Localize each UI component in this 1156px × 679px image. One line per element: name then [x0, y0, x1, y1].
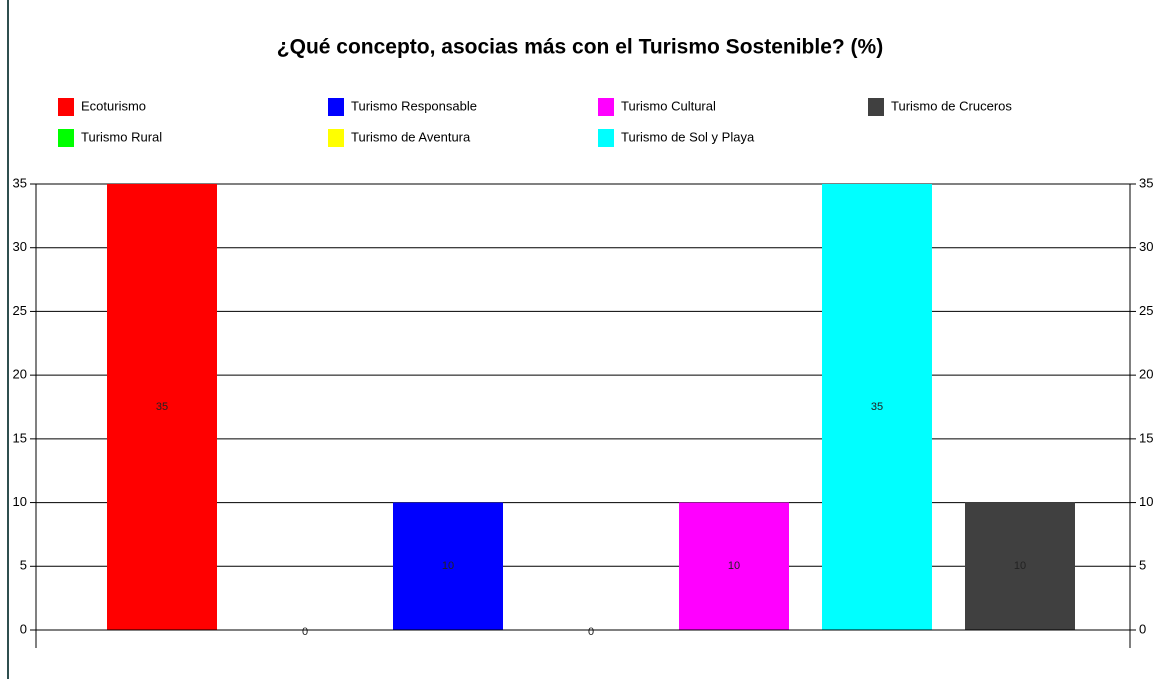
y2-tick-label: 25: [1139, 303, 1153, 318]
legend-swatch: [328, 98, 344, 116]
legend-label: Turismo Responsable: [351, 98, 477, 113]
legend-swatch: [58, 98, 74, 116]
value-label: 10: [728, 560, 740, 572]
chart-title: ¿Qué concepto, asocias más con el Turism…: [277, 36, 883, 59]
y2-tick-label: 5: [1139, 558, 1146, 573]
y2-tick-label: 0: [1139, 621, 1146, 636]
legend-swatch: [328, 129, 344, 147]
legend-swatch: [598, 129, 614, 147]
legend-label: Turismo de Aventura: [351, 129, 471, 144]
value-label: 0: [588, 626, 594, 638]
y-tick-label: 10: [13, 494, 27, 509]
bar: [679, 502, 789, 630]
value-label: 10: [1014, 560, 1026, 572]
y-tick-label: 15: [13, 430, 27, 445]
y2-tick-label: 30: [1139, 239, 1153, 254]
value-label: 35: [871, 401, 883, 413]
legend-label: Ecoturismo: [81, 98, 146, 113]
y-tick-label: 20: [13, 367, 27, 382]
y-tick-label: 25: [13, 303, 27, 318]
legend-swatch: [58, 129, 74, 147]
y2-tick-label: 20: [1139, 367, 1153, 382]
bar: [393, 502, 503, 630]
legend-label: Turismo de Cruceros: [891, 98, 1012, 113]
value-label: 35: [156, 401, 168, 413]
y-tick-label: 0: [20, 621, 27, 636]
value-label: 10: [442, 560, 454, 572]
legend-label: Turismo de Sol y Playa: [621, 129, 755, 144]
y2-tick-label: 35: [1139, 175, 1153, 190]
y2-tick-label: 10: [1139, 494, 1153, 509]
legend-label: Turismo Rural: [81, 129, 162, 144]
y-tick-label: 30: [13, 239, 27, 254]
bar: [822, 184, 932, 630]
value-label: 0: [302, 626, 308, 638]
legend-label: Turismo Cultural: [621, 98, 716, 113]
y2-tick-label: 15: [1139, 430, 1153, 445]
bar: [107, 184, 217, 630]
legend-swatch: [868, 98, 884, 116]
y-tick-label: 5: [20, 558, 27, 573]
legend-swatch: [598, 98, 614, 116]
y-tick-label: 35: [13, 175, 27, 190]
bar: [965, 502, 1075, 630]
